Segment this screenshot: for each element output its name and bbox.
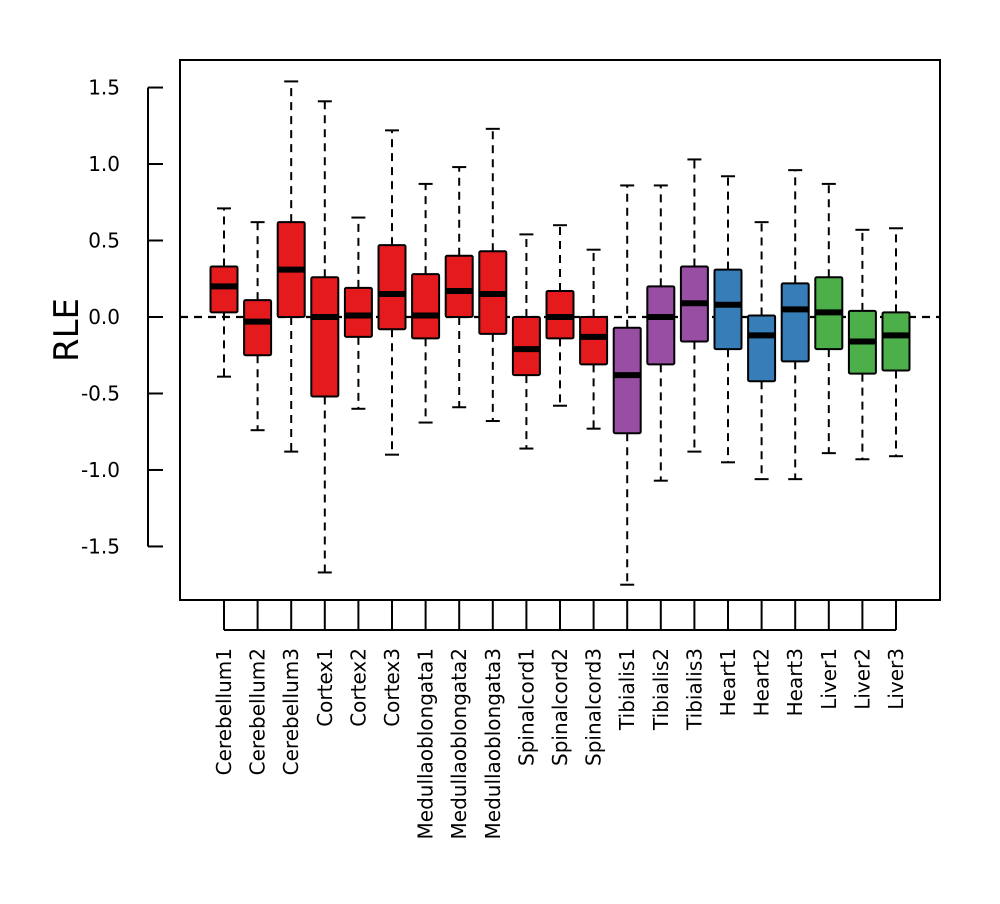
box-Heart3 — [780, 169, 810, 481]
box-Liver2 — [847, 228, 877, 461]
box-Heart2 — [747, 221, 777, 481]
box-Tibialis2 — [646, 184, 676, 482]
x-tick-label: Cortex2 — [346, 648, 370, 727]
x-tick-label: Liver1 — [817, 648, 841, 710]
x-tick-label: Cortex3 — [380, 648, 404, 727]
box-Tibialis3 — [679, 158, 709, 453]
box-body — [310, 276, 340, 398]
x-tick-label: Heart3 — [783, 648, 807, 716]
y-axis-title: RLE — [47, 298, 87, 362]
x-tick-label: Cerebellum3 — [279, 648, 303, 775]
box-Cerebellum1 — [209, 207, 239, 378]
x-tick-label: Tibialis2 — [649, 648, 673, 731]
x-tick-label: Medullaoblongata3 — [481, 648, 505, 839]
box-Medullaoblongata2 — [444, 166, 474, 409]
x-tick-label: Medullaoblongata1 — [414, 648, 438, 839]
x-tick-label: Spinalcord2 — [548, 648, 572, 766]
box-Spinalcord1 — [511, 233, 541, 450]
y-tick-label: 1.5 — [88, 76, 120, 100]
box-Cerebellum2 — [243, 221, 273, 432]
box-Cortex2 — [343, 216, 373, 410]
x-tick-label: Cerebellum2 — [246, 648, 270, 775]
y-tick-label: 0.0 — [88, 305, 120, 329]
box-body — [747, 314, 777, 383]
box-Cerebellum3 — [276, 80, 306, 453]
x-tick-label: Medullaoblongata2 — [447, 648, 471, 839]
boxes-layer — [209, 80, 911, 586]
box-Liver3 — [881, 227, 911, 458]
box-body — [612, 326, 642, 435]
y-tick-label: -1.5 — [81, 534, 120, 558]
box-Spinalcord3 — [579, 248, 609, 430]
x-tick-label: Spinalcord1 — [514, 648, 538, 766]
box-Liver1 — [814, 182, 844, 455]
y-axis: -1.5 -1.0 -0.5 0.0 0.5 1.0 1.5 — [81, 76, 163, 558]
x-tick-label: Cortex1 — [313, 648, 337, 727]
box-Cortex1 — [310, 100, 340, 574]
box-body — [780, 282, 810, 363]
box-body — [579, 315, 609, 366]
x-tick-label: Tibialis3 — [682, 648, 706, 731]
box-body — [411, 273, 441, 340]
box-Medullaoblongata1 — [411, 182, 441, 424]
x-tick-label: Heart1 — [716, 648, 740, 716]
box-body — [377, 244, 407, 331]
box-Tibialis1 — [612, 184, 642, 586]
x-tick-label: Spinalcord3 — [582, 648, 606, 766]
y-tick-label: 1.0 — [88, 152, 120, 176]
x-tick-label: Tibialis1 — [615, 648, 639, 731]
box-Medullaoblongata3 — [478, 127, 508, 423]
box-Spinalcord2 — [545, 224, 575, 407]
x-tick-label: Cerebellum1 — [212, 648, 236, 775]
box-Heart1 — [713, 175, 743, 464]
box-body — [511, 315, 541, 377]
y-tick-label: -0.5 — [81, 381, 120, 405]
x-tick-label: Heart2 — [750, 648, 774, 716]
y-tick-label: -1.0 — [81, 458, 120, 482]
x-tick-label: Liver2 — [850, 648, 874, 710]
box-body — [444, 254, 474, 318]
box-body — [243, 299, 273, 357]
box-body — [646, 285, 676, 366]
box-Cortex3 — [377, 129, 407, 456]
box-body — [713, 268, 743, 351]
box-body — [343, 286, 373, 338]
box-body — [881, 311, 911, 372]
y-tick-label: 0.5 — [88, 229, 120, 253]
box-body — [209, 265, 239, 314]
x-tick-label: Liver3 — [884, 648, 908, 710]
x-axis: Cerebellum1 Cerebellum2 Cerebellum3 Cortex1… — [212, 600, 908, 839]
